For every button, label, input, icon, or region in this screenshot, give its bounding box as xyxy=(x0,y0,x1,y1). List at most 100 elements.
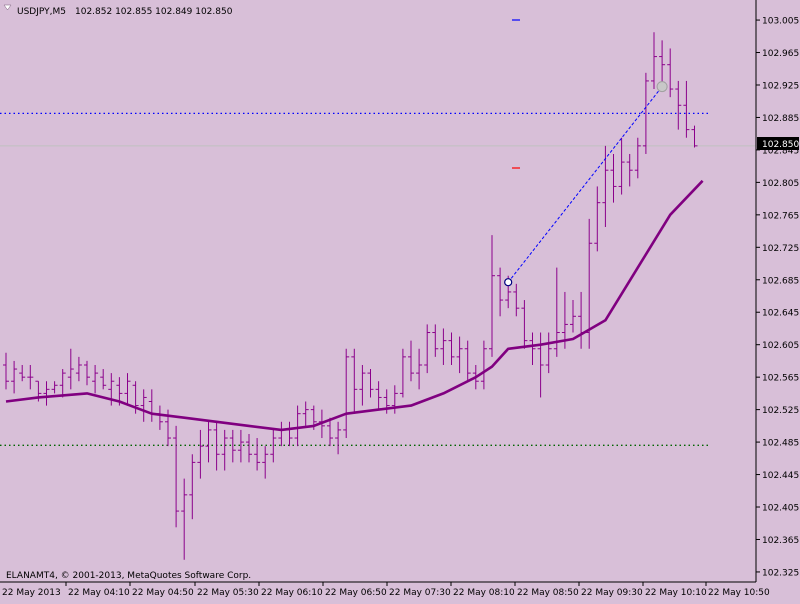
ohlc-bar xyxy=(683,80,690,138)
ohlc-bar xyxy=(440,328,447,365)
x-tick-label: 22 May 09:30 xyxy=(581,588,643,598)
ohlc-bar xyxy=(359,364,366,406)
y-tick-label: 102.965 xyxy=(762,49,799,59)
ohlc-bar xyxy=(43,381,50,406)
ohlc-bar xyxy=(367,369,374,398)
ohlc-bar xyxy=(59,369,66,398)
ohlc-bar xyxy=(213,421,220,471)
ohlc-bar xyxy=(651,32,657,90)
ohlc-bars xyxy=(3,32,698,560)
ohlc-bar xyxy=(659,40,666,90)
ohlc-bar xyxy=(124,373,131,406)
y-tick-label: 102.765 xyxy=(762,211,799,221)
x-tick-label: 22 May 10:10 xyxy=(645,588,707,598)
symbol-label: USDJPY,M5 xyxy=(17,7,66,17)
y-tick-label: 102.845 xyxy=(762,146,799,156)
ohlc-bar xyxy=(237,429,244,463)
ohlc-bar xyxy=(626,153,633,187)
x-axis: 22 May 2013 22 May 04:10 22 May 04:50 22 Ma… xyxy=(2,582,770,598)
ohlc-bar xyxy=(351,348,358,414)
ohlc-bar xyxy=(11,360,18,394)
trend-line[interactable] xyxy=(504,81,668,287)
ohlc-bar xyxy=(399,348,406,398)
ohlc-bar xyxy=(408,340,414,382)
y-tick-label: 102.405 xyxy=(762,504,799,514)
ohlc-bar xyxy=(675,80,682,130)
ohlc-bar xyxy=(667,48,674,98)
ohlc-bar xyxy=(489,235,495,357)
x-tick-label: 22 May 06:10 xyxy=(261,588,323,598)
moving-average-line xyxy=(5,179,704,432)
ohlc-bar xyxy=(140,389,147,422)
collapse-arrow-icon[interactable] xyxy=(3,4,12,11)
x-tick-label: 22 May 10:50 xyxy=(708,588,770,598)
chart-frame xyxy=(0,0,757,583)
ohlc-bar xyxy=(67,348,74,390)
y-tick-label: 102.365 xyxy=(762,536,799,546)
ohlc-bar xyxy=(375,381,382,410)
x-tick-label: 22 May 04:50 xyxy=(132,588,194,598)
x-tick-label: 22 May 07:30 xyxy=(389,588,451,598)
ohlc-bar xyxy=(480,340,487,390)
ohlc-readout: 102.852 102.855 102.849 102.850 xyxy=(75,7,233,17)
x-tick-label: 22 May 2013 xyxy=(2,588,61,598)
x-tick-label: 22 May 04:10 xyxy=(68,588,130,598)
ohlc-bar xyxy=(205,421,212,463)
ohlc-bar xyxy=(416,348,423,390)
ohlc-bar xyxy=(19,364,26,382)
y-tick-label: 102.325 xyxy=(762,568,799,578)
current-price-tag: 102.850 xyxy=(757,137,799,150)
ohlc-bar xyxy=(181,478,188,560)
ohlc-bar xyxy=(270,429,277,463)
ohlc-bar xyxy=(27,364,34,390)
ohlc-bar xyxy=(335,421,342,455)
ohlc-bar xyxy=(246,433,252,463)
y-tick-label: 102.925 xyxy=(762,81,799,91)
ohlc-bar xyxy=(424,324,431,374)
y-tick-label: 102.725 xyxy=(762,244,799,254)
ohlc-bar xyxy=(221,429,228,471)
ohlc-bar xyxy=(634,137,641,179)
ohlc-bar xyxy=(294,405,301,447)
ohlc-bar xyxy=(84,360,90,386)
ohlc-bar xyxy=(610,153,617,203)
ohlc-bar xyxy=(497,267,504,317)
ohlc-bar xyxy=(92,364,99,394)
ohlc-bar xyxy=(100,369,107,390)
ohlc-bar xyxy=(537,332,544,398)
ohlc-bar xyxy=(570,300,576,333)
ohlc-bar xyxy=(513,283,520,317)
x-tick-label: 22 May 08:50 xyxy=(517,588,579,598)
y-tick-label: 102.485 xyxy=(762,439,799,449)
ohlc-bar xyxy=(642,72,649,154)
copyright-label: ELANAMT4, © 2001-2013, MetaQuotes Softwa… xyxy=(6,571,251,581)
ohlc-bar xyxy=(521,300,528,349)
ohlc-bar xyxy=(197,429,204,479)
ohlc-bar xyxy=(302,401,309,426)
moving-average xyxy=(5,179,704,432)
ohlc-bar xyxy=(189,454,196,520)
ohlc-bar xyxy=(432,324,439,357)
trend-anchor-start[interactable] xyxy=(504,278,513,287)
ohlc-bar xyxy=(464,340,471,382)
ohlc-bar xyxy=(545,332,552,374)
trend-line-segment[interactable] xyxy=(507,86,663,283)
ohlc-bar xyxy=(391,385,398,414)
ohlc-bar xyxy=(173,425,180,528)
level-lines xyxy=(0,19,756,446)
ohlc-bar xyxy=(51,381,58,394)
ohlc-bar xyxy=(594,186,601,252)
ohlc-bar xyxy=(75,356,82,382)
ohlc-bar xyxy=(448,332,455,365)
y-tick-label: 102.525 xyxy=(762,406,799,416)
y-axis: 103.005102.965102.925102.885102.845102.8… xyxy=(756,17,799,578)
x-tick-label: 22 May 06:50 xyxy=(325,588,387,598)
x-tick-label: 22 May 08:10 xyxy=(453,588,515,598)
x-tick-label: 22 May 05:30 xyxy=(197,588,259,598)
y-tick-label: 102.685 xyxy=(762,276,799,286)
ohlc-bar xyxy=(529,332,536,365)
trend-anchor-end[interactable] xyxy=(656,81,668,93)
